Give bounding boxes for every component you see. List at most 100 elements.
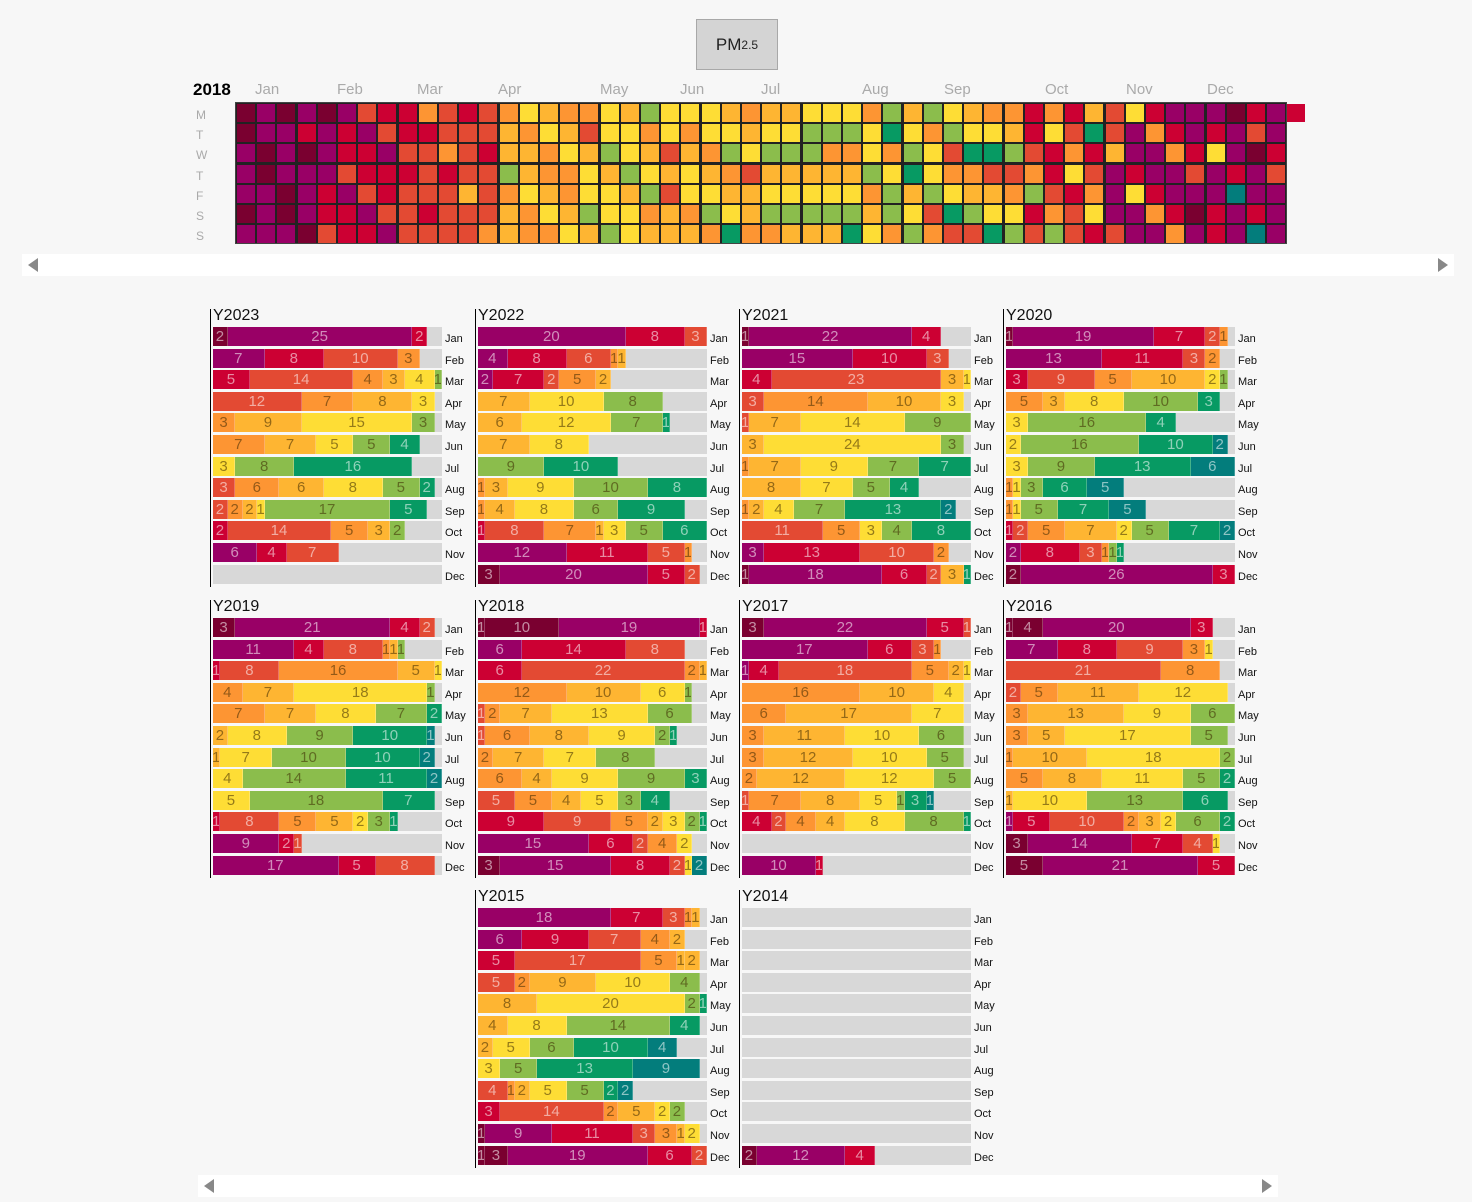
month-bar[interactable]: 78931 <box>1006 639 1235 659</box>
calendar-day-cell[interactable] <box>1166 205 1185 223</box>
calendar-day-cell[interactable] <box>600 184 619 203</box>
calendar-day-cell[interactable] <box>439 164 457 183</box>
month-bar[interactable]: 168921 <box>478 726 707 745</box>
calendar-day-cell[interactable] <box>1085 164 1104 183</box>
bar-segment[interactable]: 4 <box>1013 618 1043 637</box>
bar-segment[interactable]: 1 <box>742 499 750 519</box>
month-bar[interactable]: 119721 <box>1006 327 1235 346</box>
calendar-day-cell[interactable] <box>1206 144 1225 163</box>
bar-segment[interactable]: 2 <box>692 1145 707 1165</box>
bar-segment[interactable]: 14 <box>566 1016 671 1035</box>
bar-segment[interactable]: 2 <box>353 812 369 832</box>
month-bar[interactable]: 3 9 15 3 <box>213 413 442 433</box>
bar-segment[interactable]: 10 <box>574 478 648 498</box>
bar-segment[interactable]: 2 <box>1006 435 1021 454</box>
bar-segment[interactable]: 2 <box>279 834 295 853</box>
calendar-day-cell[interactable] <box>1125 184 1144 203</box>
bar-segment[interactable]: 1 <box>684 855 693 875</box>
calendar-day-cell[interactable] <box>277 184 296 203</box>
calendar-day-cell[interactable] <box>1267 124 1286 143</box>
calendar-day-cell[interactable] <box>237 124 255 143</box>
bar-segment[interactable]: 9 <box>588 726 656 745</box>
bar-segment[interactable]: 1 <box>1220 327 1228 346</box>
bar-segment[interactable]: 8 <box>625 327 685 346</box>
calendar-day-cell[interactable] <box>681 104 700 122</box>
bar-segment[interactable]: 8 <box>323 478 383 498</box>
month-bar[interactable]: 11365 <box>1006 478 1235 498</box>
bar-segment[interactable]: 4 <box>522 769 552 789</box>
bar-segment[interactable]: 8 <box>603 391 663 411</box>
bar-segment[interactable]: 14 <box>1028 834 1132 853</box>
bar-segment[interactable]: 2 <box>684 951 700 971</box>
bar-segment[interactable]: 2 <box>655 726 671 745</box>
calendar-day-cell[interactable] <box>1105 184 1124 203</box>
calendar-day-cell[interactable] <box>1186 225 1205 244</box>
calendar-day-cell[interactable] <box>863 104 882 122</box>
bar-segment[interactable]: 19 <box>507 1145 648 1165</box>
bar-segment[interactable]: 19 <box>1013 327 1154 346</box>
bar-segment[interactable]: 18 <box>778 661 912 681</box>
bar-segment[interactable]: 5 <box>625 521 663 541</box>
bar-segment[interactable]: 16 <box>294 456 413 476</box>
bar-segment[interactable]: 6 <box>485 726 530 745</box>
month-bar[interactable]: 181651 <box>213 661 442 681</box>
calendar-day-cell[interactable] <box>944 104 962 122</box>
bar-segment[interactable]: 8 <box>529 435 589 454</box>
bar-segment[interactable]: 4 <box>213 769 243 789</box>
calendar-day-cell[interactable] <box>620 124 639 143</box>
bar-segment[interactable]: 5 <box>478 972 515 992</box>
calendar-day-cell[interactable] <box>944 184 962 203</box>
calendar-day-cell[interactable] <box>661 104 680 122</box>
calendar-day-cell[interactable] <box>418 225 437 244</box>
bar-segment[interactable]: 5 <box>529 1080 567 1100</box>
bar-segment[interactable]: 11 <box>1102 769 1184 789</box>
calendar-day-cell[interactable] <box>721 205 740 223</box>
bar-segment[interactable]: 7 <box>264 435 317 454</box>
calendar-day-cell[interactable] <box>257 164 276 183</box>
bar-segment[interactable]: 4 <box>647 1037 678 1057</box>
calendar-day-cell[interactable] <box>923 164 942 183</box>
month-bar[interactable]: 1186231 <box>742 564 971 584</box>
bar-segment[interactable]: 3 <box>478 855 501 875</box>
calendar-day-cell[interactable] <box>1105 144 1124 163</box>
month-bar[interactable]: 2 12 4 <box>742 1145 971 1165</box>
bar-segment[interactable]: 3 <box>662 812 685 832</box>
calendar-day-cell[interactable] <box>499 124 518 143</box>
bar-segment[interactable]: 3 <box>618 790 641 810</box>
bar-segment[interactable]: 7 <box>242 682 295 702</box>
bar-segment[interactable]: 2 <box>1220 769 1235 789</box>
month-bar[interactable]: 17 5 8 <box>213 855 442 875</box>
bar-segment[interactable]: 8 <box>529 726 589 745</box>
bar-segment[interactable]: 4 <box>405 370 435 390</box>
month-bar[interactable]: 17149 <box>742 413 971 433</box>
bar-segment[interactable]: 1 <box>213 812 221 832</box>
bar-segment[interactable]: 2 <box>1220 747 1235 767</box>
calendar-day-cell[interactable] <box>822 104 841 122</box>
bar-segment[interactable]: 1 <box>257 499 265 519</box>
bar-segment[interactable]: 2 <box>670 929 685 949</box>
bar-segment[interactable]: 4 <box>640 790 671 810</box>
calendar-day-cell[interactable] <box>1024 164 1043 183</box>
bar-segment[interactable]: 2 <box>213 521 228 541</box>
bar-segment[interactable]: 3 <box>655 1124 678 1143</box>
bar-segment[interactable]: 8 <box>478 994 538 1014</box>
bar-segment[interactable]: 14 <box>522 639 626 659</box>
bar-segment[interactable]: 2 <box>242 499 258 519</box>
calendar-day-cell[interactable] <box>237 144 255 163</box>
month-bar[interactable]: 1148111 <box>213 639 442 659</box>
bar-segment[interactable]: 24 <box>764 435 942 454</box>
calendar-day-cell[interactable] <box>600 104 619 122</box>
calendar-day-cell[interactable] <box>762 104 781 122</box>
calendar-day-cell[interactable] <box>600 164 619 183</box>
calendar-day-cell[interactable] <box>1045 144 1063 163</box>
calendar-day-cell[interactable] <box>923 205 942 223</box>
bar-segment[interactable]: 20 <box>1042 618 1191 637</box>
bar-segment[interactable]: 3 <box>684 327 707 346</box>
month-bar[interactable] <box>742 972 971 992</box>
calendar-day-cell[interactable] <box>661 225 680 244</box>
bar-segment[interactable]: 2 <box>390 521 406 541</box>
bar-segment[interactable]: 2 <box>227 499 243 519</box>
bar-segment[interactable]: 10 <box>544 456 619 476</box>
